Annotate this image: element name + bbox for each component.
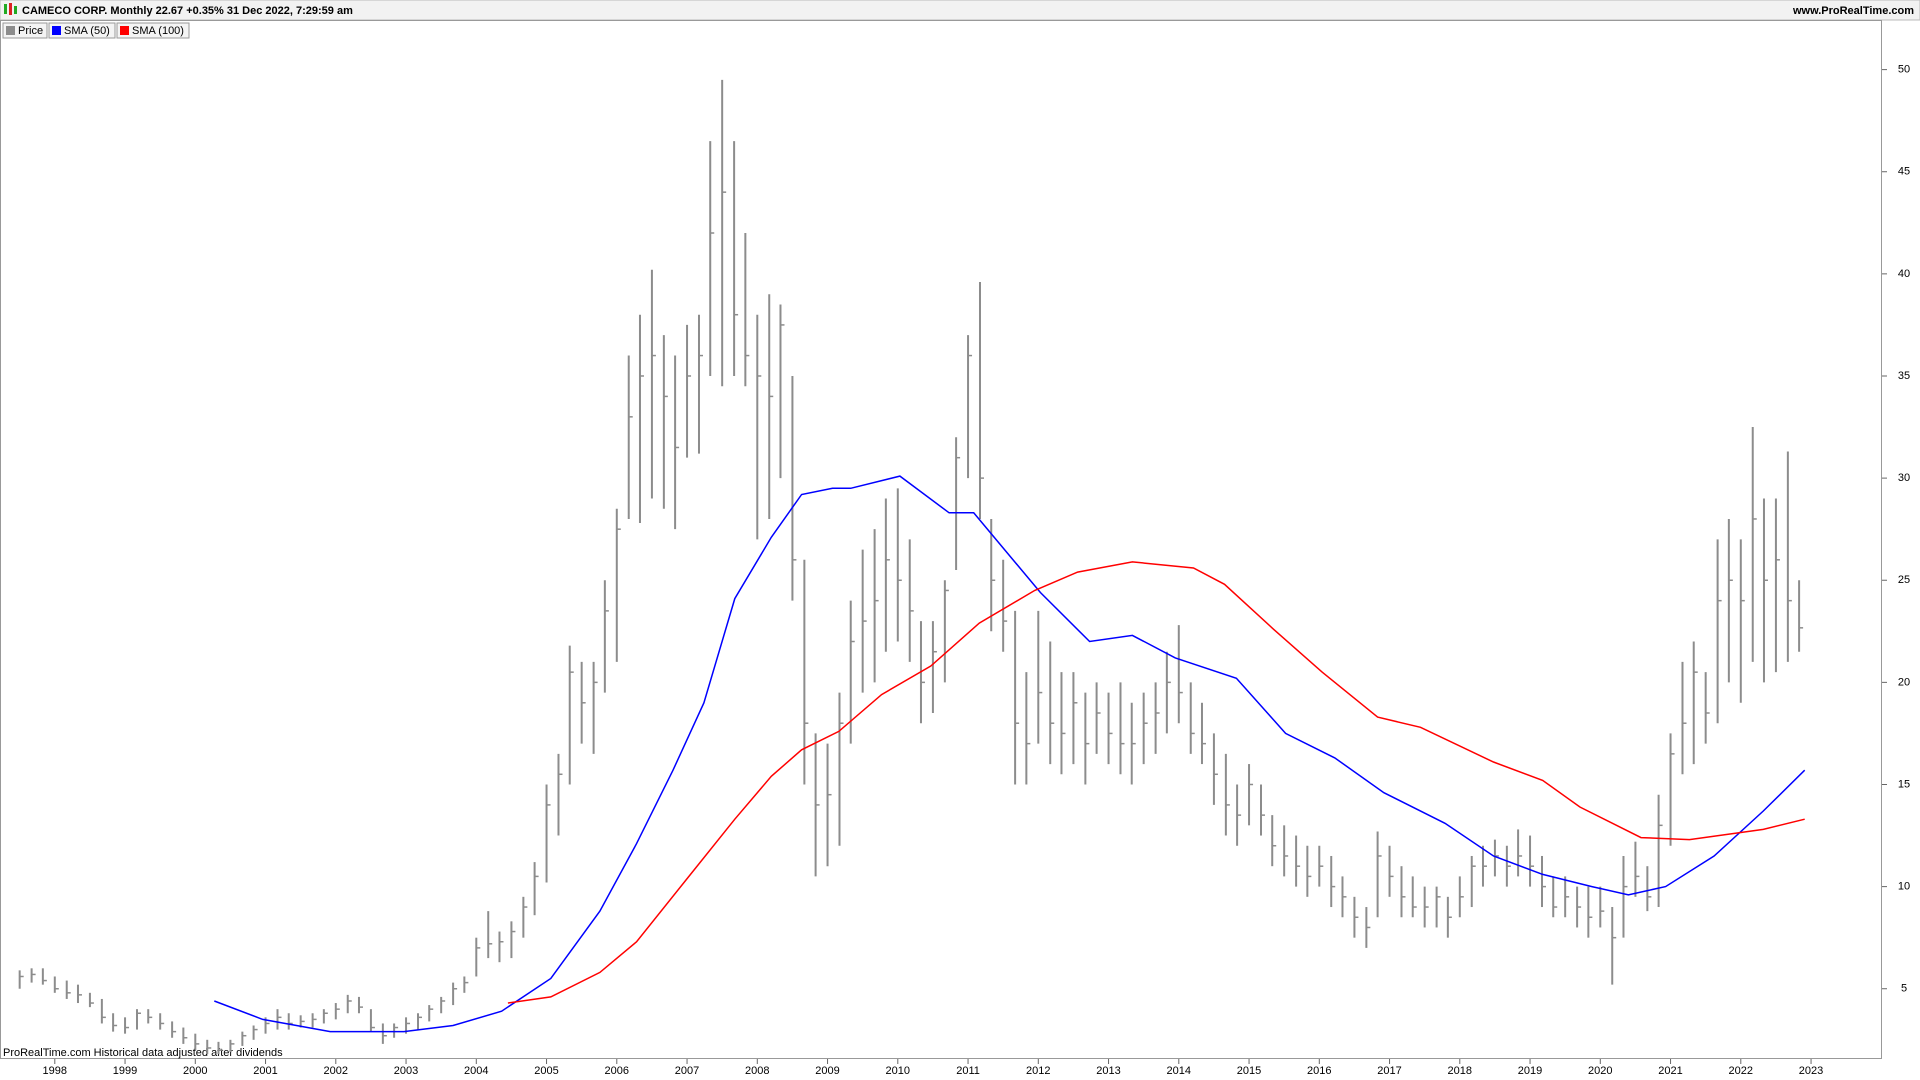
x-tick-label: 2003 [394,1065,418,1077]
logo-icon [4,4,7,14]
legend-swatch [6,26,15,35]
logo-icon [9,3,12,15]
x-tick-label: 2012 [1026,1065,1050,1077]
y-tick-label: 10 [1898,881,1910,893]
x-tick-label: 2021 [1658,1065,1682,1077]
x-tick-label: 2022 [1729,1065,1753,1077]
y-tick-label: 35 [1898,370,1910,382]
sma-line [507,561,1805,1004]
x-tick-label: 2010 [886,1065,910,1077]
x-tick-label: 2002 [324,1065,348,1077]
footnote: ProRealTime.com Historical data adjusted… [3,1047,283,1059]
source: www.ProRealTime.com [1792,5,1914,17]
legend-box [116,22,190,39]
legend-swatch [120,26,129,35]
legend-label: Price [18,25,43,37]
x-tick-label: 2014 [1167,1065,1191,1077]
y-tick-label: 5 [1901,983,1907,995]
x-tick-label: 2008 [745,1065,769,1077]
x-tick-label: 2016 [1307,1065,1331,1077]
x-tick-label: 2004 [464,1065,488,1077]
x-tick-label: 2019 [1518,1065,1542,1077]
x-tick-label: 2009 [815,1065,839,1077]
legend-label: SMA (50) [64,25,110,37]
y-tick-label: 30 [1898,472,1910,484]
x-tick-label: 2013 [1096,1065,1120,1077]
x-tick-label: 2011 [956,1065,980,1077]
y-tick-label: 25 [1898,574,1910,586]
x-tick-label: 2001 [253,1065,277,1077]
y-tick-label: 20 [1898,676,1910,688]
legend: Price SMA (50) SMA (100) [2,22,190,39]
x-tick-label: 2007 [675,1065,699,1077]
logo-icon [14,6,17,14]
x-tick-label: 2015 [1237,1065,1261,1077]
x-tick-label: 2017 [1377,1065,1401,1077]
y-tick-label: 15 [1898,778,1910,790]
x-tick-label: 2006 [605,1065,629,1077]
y-tick-label: 40 [1898,268,1910,280]
x-tick-label: 2018 [1448,1065,1472,1077]
x-tick-label: 1998 [43,1065,67,1077]
plot-frame [0,20,1882,1059]
x-tick-label: 2005 [534,1065,558,1077]
x-tick-label: 2023 [1799,1065,1823,1077]
legend-label: SMA (100) [132,25,184,37]
chart-title: CAMECO CORP. Monthly 22.67 +0.35% 31 Dec… [22,5,353,17]
y-tick-label: 50 [1898,64,1910,76]
legend-box [48,22,116,39]
legend-swatch [52,26,61,35]
x-tick-label: 1999 [113,1065,137,1077]
x-tick-label: 2020 [1588,1065,1612,1077]
sma-line [214,475,1806,1033]
y-tick-label: 45 [1898,166,1910,178]
x-tick-label: 2000 [183,1065,207,1077]
